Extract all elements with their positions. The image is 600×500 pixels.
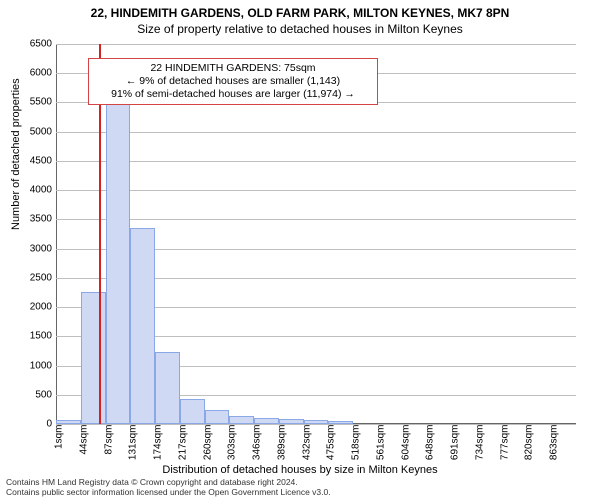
footer-attribution: Contains HM Land Registry data © Crown c… [6, 478, 331, 498]
x-tick-label: 87sqm [103, 425, 114, 455]
histogram-bar [155, 352, 180, 424]
annotation-line: 22 HINDEMITH GARDENS: 75sqm [95, 62, 371, 75]
histogram-bar [279, 419, 304, 424]
y-tick-label: 1000 [16, 360, 52, 371]
x-tick-label: 346sqm [252, 425, 263, 461]
histogram-bar [56, 420, 81, 424]
annotation-line: ← 9% of detached houses are smaller (1,1… [95, 75, 371, 88]
y-tick-label: 3000 [16, 243, 52, 254]
y-tick-label: 5000 [16, 126, 52, 137]
gridline [56, 219, 576, 220]
x-tick-label: 820sqm [524, 425, 535, 461]
histogram-bar [81, 292, 106, 424]
histogram-bar [254, 418, 279, 424]
histogram-chart: 0500100015002000250030003500400045005000… [56, 44, 576, 424]
y-tick-label: 0 [16, 419, 52, 430]
x-tick-label: 389sqm [276, 425, 287, 461]
x-tick-label: 475sqm [326, 425, 337, 461]
histogram-bar [229, 416, 254, 424]
y-tick-label: 2000 [16, 302, 52, 313]
y-tick-label: 6500 [16, 39, 52, 50]
y-tick-label: 2500 [16, 272, 52, 283]
gridline [56, 132, 576, 133]
x-tick-label: 561sqm [375, 425, 386, 461]
histogram-bar [180, 399, 205, 424]
x-tick-label: 604sqm [400, 425, 411, 461]
x-tick-label: 777sqm [499, 425, 510, 461]
y-tick-label: 1500 [16, 331, 52, 342]
x-tick-label: 1sqm [54, 425, 65, 449]
page-title: 22, HINDEMITH GARDENS, OLD FARM PARK, MI… [0, 6, 600, 20]
y-tick-label: 4500 [16, 155, 52, 166]
annotation-box: 22 HINDEMITH GARDENS: 75sqm← 9% of detac… [88, 58, 378, 105]
y-tick-label: 5500 [16, 97, 52, 108]
page-subtitle: Size of property relative to detached ho… [0, 22, 600, 36]
x-tick-label: 174sqm [153, 425, 164, 461]
x-tick-label: 44sqm [78, 425, 89, 455]
title-block: 22, HINDEMITH GARDENS, OLD FARM PARK, MI… [0, 0, 600, 36]
x-tick-label: 518sqm [351, 425, 362, 461]
gridline [56, 190, 576, 191]
histogram-bar [304, 420, 329, 424]
histogram-bar [130, 228, 155, 424]
x-tick-label: 217sqm [177, 425, 188, 461]
y-tick-label: 4000 [16, 185, 52, 196]
x-tick-label: 648sqm [425, 425, 436, 461]
plot-area: 0500100015002000250030003500400045005000… [56, 44, 576, 424]
x-tick-label: 691sqm [450, 425, 461, 461]
x-tick-label: 863sqm [549, 425, 560, 461]
gridline [56, 44, 576, 45]
histogram-bar [106, 101, 131, 424]
y-tick-label: 500 [16, 389, 52, 400]
x-tick-label: 303sqm [227, 425, 238, 461]
annotation-line: 91% of semi-detached houses are larger (… [95, 88, 371, 101]
gridline [56, 161, 576, 162]
x-tick-label: 131sqm [128, 425, 139, 461]
x-tick-label: 260sqm [202, 425, 213, 461]
x-axis-label: Distribution of detached houses by size … [0, 464, 600, 476]
x-tick-label: 432sqm [301, 425, 312, 461]
y-tick-label: 3500 [16, 214, 52, 225]
y-tick-label: 6000 [16, 68, 52, 79]
x-tick-label: 734sqm [474, 425, 485, 461]
histogram-bar [205, 410, 230, 424]
footer-line-2: Contains public sector information licen… [6, 488, 331, 498]
